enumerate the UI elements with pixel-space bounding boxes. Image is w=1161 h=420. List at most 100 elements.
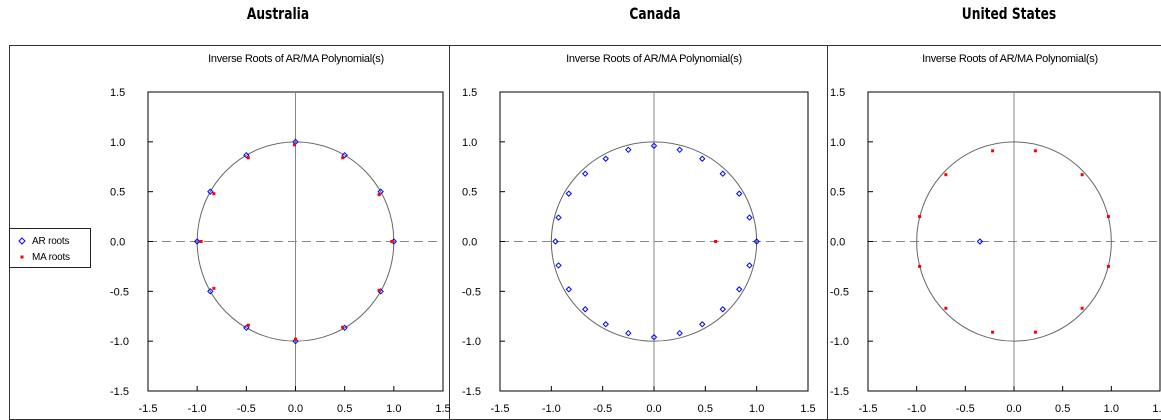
ar-root-point bbox=[650, 333, 658, 341]
chart-panel-2: Inverse Roots of AR/MA Polynomial(s) 1.5 1… bbox=[830, 53, 1161, 414]
ar-root-point bbox=[207, 188, 214, 195]
ar-root-point bbox=[602, 321, 609, 328]
square-marker-icon bbox=[20, 255, 24, 259]
chart-title: Inverse Roots of AR/MA Polynomial(s) bbox=[922, 53, 1098, 65]
ma-root-point bbox=[991, 330, 995, 334]
chart-panel-1: Inverse Roots of AR/MA Polynomial(s) 1.5 1… bbox=[462, 53, 816, 414]
ar-root-point bbox=[582, 170, 589, 177]
ar-root-point bbox=[719, 306, 726, 313]
y-tick-label: 0.5 bbox=[462, 187, 477, 199]
ma-root-point bbox=[944, 306, 948, 310]
x-tick-label: 1.5 bbox=[1152, 403, 1161, 414]
ar-root-point bbox=[582, 306, 589, 313]
ar-root-point bbox=[625, 329, 632, 337]
unit-circle bbox=[916, 141, 1112, 342]
y-tick-label: 1.5 bbox=[110, 87, 125, 99]
ma-root-point bbox=[294, 337, 297, 341]
ar-root-point bbox=[976, 238, 984, 245]
y-tick-label: -1.5 bbox=[110, 386, 129, 398]
ma-root-point bbox=[944, 173, 948, 177]
y-tick-label: 1.5 bbox=[830, 87, 845, 99]
panel-frame-canada bbox=[449, 45, 828, 420]
y-tick-label: -1.0 bbox=[462, 336, 481, 348]
x-tick-label: -1.0 bbox=[188, 403, 207, 414]
y-tick-label: -0.5 bbox=[462, 286, 481, 298]
y-tick-label: 0.0 bbox=[830, 237, 845, 249]
ar-root-point bbox=[650, 142, 658, 150]
x-tick-label: -0.5 bbox=[593, 403, 612, 414]
ar-root-point bbox=[746, 262, 753, 269]
ar-root-point bbox=[243, 151, 250, 159]
x-tick-label: -1.0 bbox=[542, 403, 561, 414]
x-tick-label: -0.5 bbox=[956, 403, 975, 414]
x-tick-label: -1.5 bbox=[139, 403, 158, 414]
ar-root-point bbox=[746, 214, 753, 221]
ma-root-point bbox=[390, 240, 394, 243]
y-tick-label: 1.0 bbox=[110, 137, 125, 149]
ma-root-point bbox=[714, 240, 718, 243]
x-tick-label: -1.0 bbox=[907, 403, 926, 414]
ma-root-point bbox=[377, 288, 381, 292]
ar-root-point bbox=[207, 288, 214, 295]
ar-root-point bbox=[736, 190, 743, 197]
y-tick-label: -0.5 bbox=[830, 286, 849, 298]
ma-root-point bbox=[246, 156, 250, 160]
ma-root-point bbox=[341, 325, 345, 329]
ma-root-point bbox=[1080, 306, 1084, 310]
ar-root-point bbox=[292, 337, 299, 345]
ar-root-point bbox=[699, 321, 706, 328]
legend-label-ma-roots: MA roots bbox=[32, 251, 70, 263]
x-tick-label: 1.0 bbox=[386, 403, 401, 414]
ma-root-point bbox=[246, 323, 250, 327]
y-tick-label: -0.5 bbox=[110, 286, 129, 298]
ar-root-point bbox=[565, 190, 572, 197]
panel-frame-united-states bbox=[827, 45, 1161, 420]
y-tick-label: 0.5 bbox=[110, 187, 125, 199]
legend: AR roots MA roots bbox=[9, 228, 91, 268]
ar-root-point bbox=[341, 151, 348, 159]
y-tick-label: 1.0 bbox=[462, 137, 477, 149]
country-title-united-states: United States bbox=[961, 4, 1057, 23]
x-tick-label: -1.5 bbox=[491, 403, 510, 414]
ar-root-point bbox=[193, 238, 201, 245]
legend-item-ar-roots: AR roots bbox=[16, 234, 70, 248]
ma-root-point bbox=[377, 193, 381, 197]
ma-root-point bbox=[918, 264, 922, 268]
ma-root-point bbox=[1033, 330, 1037, 334]
ar-root-point bbox=[602, 155, 609, 162]
y-tick-label: 0.0 bbox=[110, 237, 125, 249]
y-tick-label: -1.5 bbox=[462, 386, 481, 398]
ma-root-point bbox=[918, 215, 922, 219]
ma-root-point bbox=[991, 149, 995, 153]
x-tick-label: 0.0 bbox=[1006, 403, 1021, 414]
x-tick-label: 0.0 bbox=[288, 403, 303, 414]
ma-root-point bbox=[212, 286, 216, 290]
ma-root-point bbox=[1106, 215, 1110, 219]
x-tick-label: 1.0 bbox=[749, 403, 764, 414]
ar-root-point bbox=[625, 146, 632, 154]
ar-root-point bbox=[699, 155, 706, 162]
ar-root-point bbox=[676, 329, 683, 337]
ar-root-point bbox=[555, 214, 562, 221]
chart-title: Inverse Roots of AR/MA Polynomial(s) bbox=[566, 53, 742, 65]
ar-root-point bbox=[736, 286, 743, 293]
y-tick-label: -1.0 bbox=[830, 336, 849, 348]
y-tick-label: 0.0 bbox=[462, 237, 477, 249]
legend-item-ma-roots: MA roots bbox=[16, 250, 70, 264]
legend-label-ar-roots: AR roots bbox=[32, 235, 70, 247]
x-tick-label: 0.0 bbox=[646, 403, 661, 414]
x-tick-label: -1.5 bbox=[859, 403, 878, 414]
ma-root-point bbox=[1033, 149, 1037, 153]
ma-root-point bbox=[212, 192, 216, 196]
chart-title: Inverse Roots of AR/MA Polynomial(s) bbox=[208, 53, 384, 65]
ma-root-point bbox=[341, 156, 345, 160]
x-tick-label: 0.5 bbox=[337, 403, 352, 414]
ar-root-point bbox=[243, 324, 250, 332]
ar-root-point bbox=[377, 188, 384, 195]
ar-root-point bbox=[719, 170, 726, 177]
chart-panel-0: Inverse Roots of AR/MA Polynomial(s) 1.5 1… bbox=[110, 53, 451, 414]
ar-root-point bbox=[555, 262, 562, 269]
ar-root-point bbox=[552, 238, 559, 245]
x-tick-label: 1.5 bbox=[800, 403, 815, 414]
